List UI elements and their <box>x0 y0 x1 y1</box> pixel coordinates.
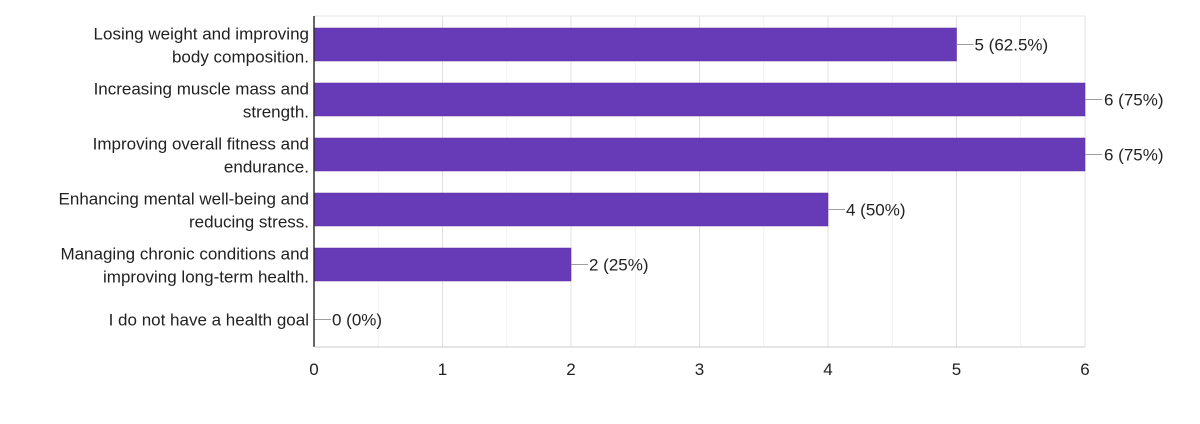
chart-bars <box>313 27 1086 282</box>
x-tick-label: 0 <box>309 360 318 379</box>
chart-category-labels: Losing weight and improving body composit… <box>59 25 309 330</box>
x-tick-label: 5 <box>952 360 961 379</box>
bar <box>313 27 957 62</box>
category-label: reducing stress. <box>189 213 309 232</box>
chart-leader-lines <box>314 44 1102 320</box>
category-label: Enhancing mental well-being and <box>59 190 309 209</box>
x-tick-label: 2 <box>566 360 575 379</box>
data-label: 5 (62.5%) <box>975 36 1049 55</box>
chart-axes <box>313 16 1085 348</box>
chart-gridlines <box>314 15 1086 347</box>
category-label: body composition. <box>172 48 309 67</box>
chart-x-tick-labels: 0 1 2 3 4 5 6 <box>309 360 1089 379</box>
bar <box>313 247 572 282</box>
category-label: improving long-term health. <box>103 268 309 287</box>
data-label: 0 (0%) <box>332 311 382 330</box>
data-label: 6 (75%) <box>1104 91 1164 110</box>
bar <box>313 192 829 227</box>
category-label: Losing weight and improving <box>94 25 309 44</box>
bar <box>313 82 1086 117</box>
category-label: Improving overall fitness and <box>93 135 309 154</box>
category-label: strength. <box>243 103 309 122</box>
x-tick-label: 4 <box>823 360 832 379</box>
chart-data-labels: 5 (62.5%) 6 (75%) 6 (75%) 4 (50%) 2 (25%) 0 (… <box>332 36 1164 330</box>
category-label: Increasing muscle mass and <box>94 80 309 99</box>
x-tick-label: 3 <box>695 360 704 379</box>
data-label: 4 (50%) <box>846 201 906 220</box>
bar <box>313 137 1086 172</box>
x-tick-label: 6 <box>1080 360 1089 379</box>
data-label: 6 (75%) <box>1104 146 1164 165</box>
category-label: Managing chronic conditions and <box>60 245 309 264</box>
category-label: I do not have a health goal <box>109 311 309 330</box>
x-tick-label: 1 <box>438 360 447 379</box>
category-label: endurance. <box>224 158 309 177</box>
data-label: 2 (25%) <box>589 256 649 275</box>
